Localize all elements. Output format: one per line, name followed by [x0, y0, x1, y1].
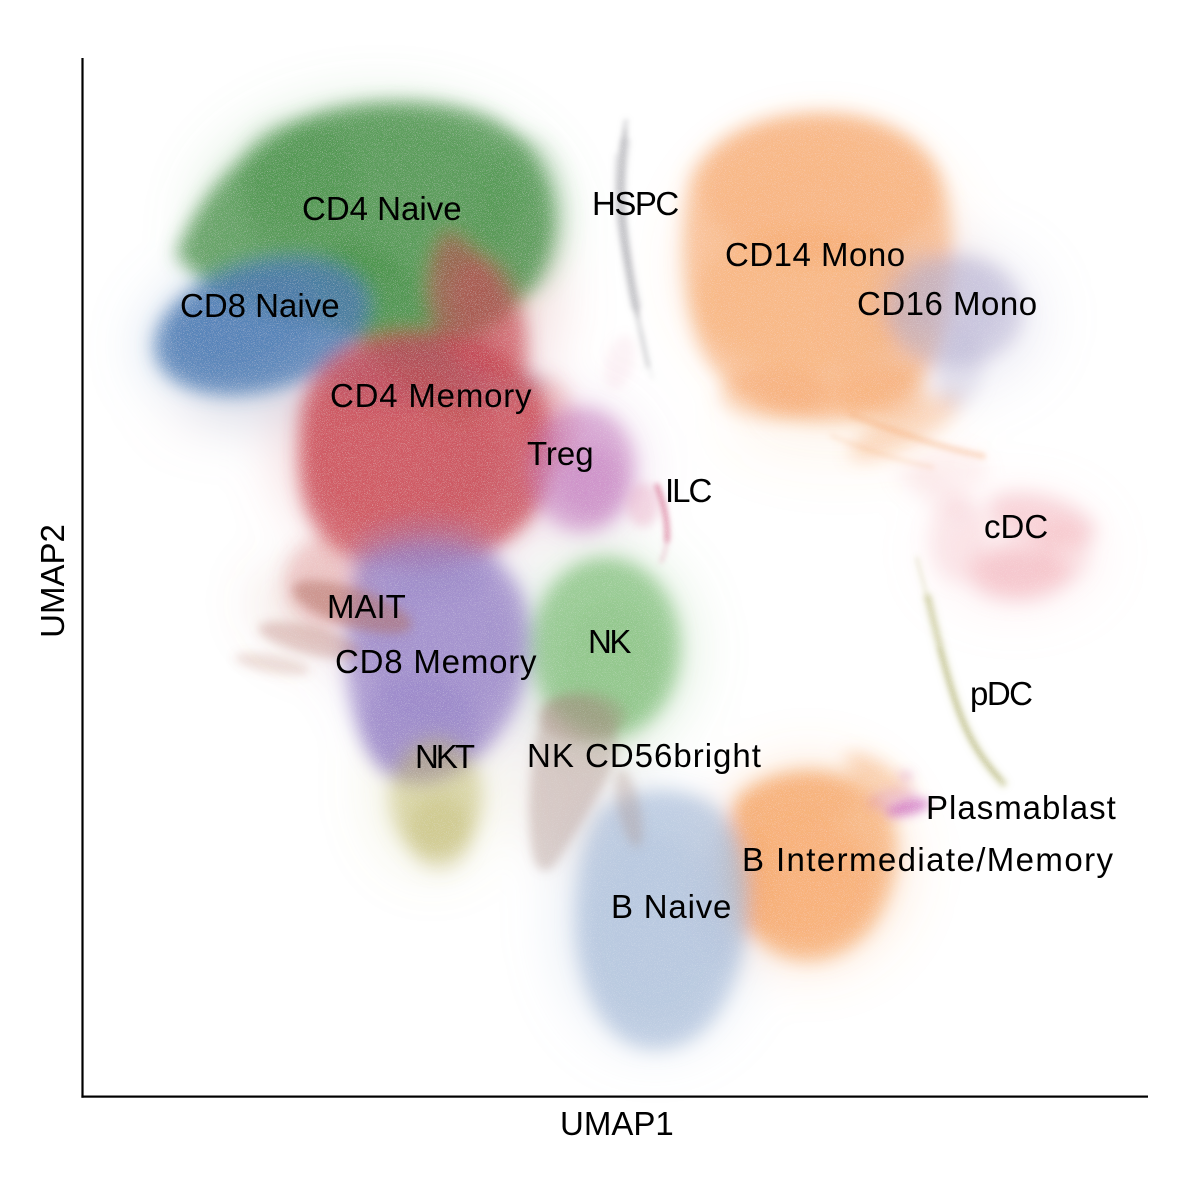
svg-text:UMAP2: UMAP2	[34, 524, 71, 638]
svg-text:CD4 Naive: CD4 Naive	[302, 190, 462, 227]
svg-text:B Naive: B Naive	[611, 888, 732, 925]
svg-text:cDC: cDC	[984, 508, 1048, 545]
svg-text:CD14 Mono: CD14 Mono	[725, 236, 906, 273]
svg-text:B Intermediate/Memory: B Intermediate/Memory	[742, 841, 1114, 878]
svg-text:HSPC: HSPC	[592, 185, 678, 222]
svg-text:CD4 Memory: CD4 Memory	[330, 377, 532, 414]
svg-text:CD8 Memory: CD8 Memory	[335, 643, 537, 680]
svg-text:Treg: Treg	[527, 435, 594, 472]
svg-text:NK CD56bright: NK CD56bright	[527, 737, 762, 774]
svg-text:MAIT: MAIT	[327, 588, 406, 625]
svg-text:NK: NK	[588, 623, 631, 660]
svg-text:NKT: NKT	[415, 738, 475, 775]
svg-text:CD8 Naive: CD8 Naive	[180, 287, 340, 324]
svg-text:ILC: ILC	[665, 472, 712, 509]
svg-text:Plasmablast: Plasmablast	[926, 789, 1117, 826]
svg-text:UMAP1: UMAP1	[560, 1105, 674, 1142]
svg-text:CD16 Mono: CD16 Mono	[857, 285, 1038, 322]
svg-text:pDC: pDC	[970, 675, 1032, 712]
